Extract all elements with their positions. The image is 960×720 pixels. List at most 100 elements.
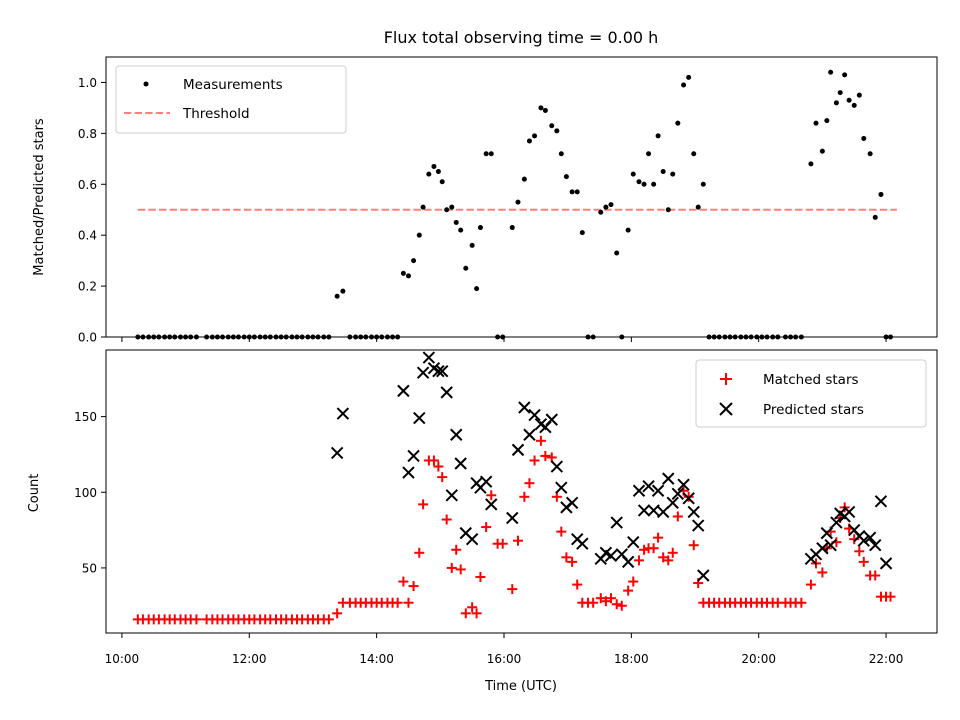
predicted-point: [671, 487, 685, 500]
legend-threshold-label: Threshold: [182, 106, 250, 122]
predicted-point: [830, 516, 843, 529]
matched-point: [392, 597, 403, 608]
measurement-point: [453, 219, 459, 225]
predicted-point: [545, 413, 558, 426]
predicted-point: [550, 460, 564, 473]
matched-point: [885, 591, 896, 602]
count-x-tick-label: 22:00: [869, 652, 904, 666]
matched-point: [648, 543, 659, 554]
measurement-point: [420, 204, 426, 210]
matched-point: [870, 570, 881, 581]
measurement-point: [483, 151, 489, 157]
matched-point: [663, 555, 674, 566]
measurement-point: [636, 179, 642, 185]
predicted-point: [518, 401, 531, 414]
predicted-point: [413, 411, 426, 425]
ratio-y-tick-label: 0.4: [78, 229, 97, 243]
measurement-point: [569, 189, 575, 195]
measurement-point: [625, 227, 631, 233]
measurement-point: [646, 151, 652, 157]
matched-point: [428, 455, 439, 466]
matched-point: [605, 593, 616, 604]
measurement-point: [549, 123, 555, 129]
measurement-point: [867, 151, 873, 157]
measurement-point: [469, 242, 475, 248]
measurement-point: [681, 82, 687, 88]
ratio-x-ticks: [121, 337, 887, 342]
predicted-point: [450, 428, 463, 441]
predicted-point: [879, 557, 893, 570]
measurement-point: [474, 286, 480, 292]
measurement-point: [449, 204, 455, 210]
matched-point: [683, 491, 694, 502]
matched-point: [796, 597, 807, 608]
measurement-point: [655, 133, 661, 139]
predicted-point: [576, 537, 589, 550]
ratio-marks: [135, 69, 897, 340]
ratio-legend: Measurements Threshold: [115, 65, 347, 134]
matched-point: [418, 499, 429, 510]
measurement-point: [608, 202, 614, 208]
count-legend-box: [695, 359, 927, 428]
predicted-point: [621, 555, 635, 569]
legend-measurements-label: Measurements: [183, 77, 283, 93]
matched-point: [437, 472, 448, 483]
measurement-point: [439, 179, 445, 185]
ratio-panel: Flux total observing time = 0.00 h 0.00.…: [32, 28, 938, 345]
measurement-point: [651, 181, 657, 187]
predicted-point: [869, 539, 882, 552]
count-y-ticks: 50 100 150: [74, 410, 106, 575]
matched-point: [191, 614, 202, 625]
matched-point: [497, 538, 508, 549]
measurement-point: [458, 227, 464, 233]
count-axes-frame: [105, 349, 938, 634]
ratio-legend-box: [115, 65, 347, 134]
predicted-point: [662, 472, 675, 485]
measurement-point: [813, 120, 819, 126]
matched-point: [653, 532, 664, 543]
predicted-point: [687, 505, 700, 519]
predicted-point: [682, 492, 695, 505]
predicted-point: [642, 479, 655, 493]
matched-point: [486, 490, 497, 501]
chart-title: Flux total observing time = 0.00 h: [384, 28, 659, 47]
matched-point: [628, 576, 639, 587]
predicted-point: [454, 457, 467, 470]
matched-point: [854, 546, 865, 557]
count-x-tick-label: 12:00: [232, 652, 267, 666]
predicted-point: [528, 408, 541, 422]
measurement-point: [819, 148, 825, 154]
count-x-tick-label: 10:00: [105, 652, 140, 666]
count-y-axis-label: Count: [27, 474, 42, 513]
measurement-point: [861, 135, 867, 141]
matched-point: [467, 602, 478, 613]
matched-point: [540, 450, 551, 461]
measurement-point: [842, 72, 848, 78]
measurement-point: [808, 161, 814, 167]
predicted-point: [432, 364, 445, 378]
x-axis-label: Time (UTC): [484, 679, 557, 694]
matched-point: [595, 593, 606, 604]
predicted-point: [697, 569, 710, 582]
measurement-point: [856, 92, 862, 98]
measurement-point: [538, 105, 544, 111]
ratio-axes-frame: [105, 56, 938, 338]
matched-point: [616, 600, 627, 611]
measurement-point: [598, 209, 604, 215]
ratio-y-tick-label: 0.8: [78, 127, 97, 141]
measurement-point: [846, 97, 852, 103]
measurement-point: [660, 169, 666, 175]
legend-matched-marker: [720, 373, 732, 385]
measurement-point: [878, 191, 884, 197]
measurement-point: [416, 232, 422, 238]
matched-point: [535, 435, 546, 446]
predicted-point: [555, 481, 568, 494]
measurement-point: [463, 265, 469, 271]
predicted-point: [656, 505, 670, 519]
matched-point: [572, 579, 583, 590]
measurement-point: [824, 118, 830, 124]
measurement-point: [603, 204, 609, 210]
predicted-point: [647, 504, 660, 517]
predicted-point: [485, 498, 498, 511]
matched-point: [805, 579, 816, 590]
